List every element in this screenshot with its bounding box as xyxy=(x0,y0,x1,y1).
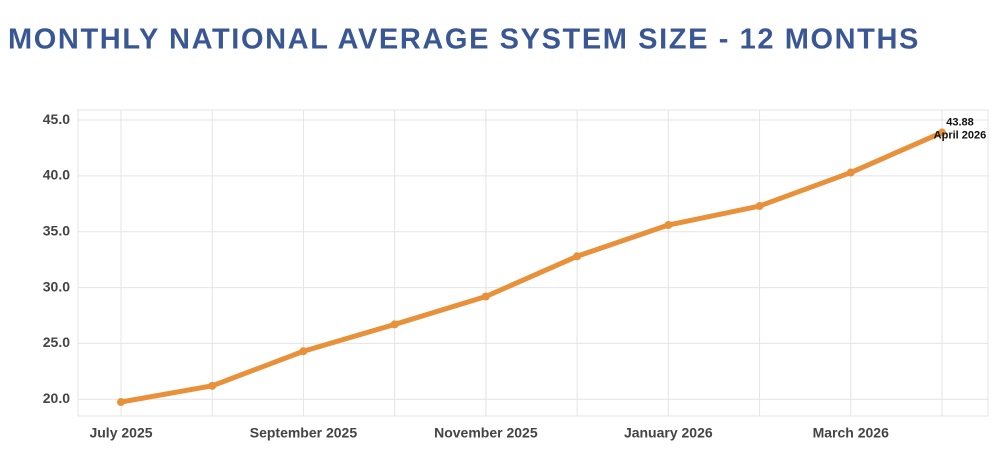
y-tick-label: 30.0 xyxy=(43,278,70,294)
point xyxy=(755,202,764,211)
plot-area xyxy=(77,109,989,417)
y-tick-label: 40.0 xyxy=(43,167,70,183)
annotation: April 2026 xyxy=(934,129,987,141)
point xyxy=(664,221,673,230)
x-tick-label: January 2026 xyxy=(624,425,713,441)
point xyxy=(573,252,582,261)
line xyxy=(118,130,945,405)
point xyxy=(937,128,946,137)
x-tick-label: July 2025 xyxy=(89,425,152,441)
point xyxy=(390,320,399,329)
y-tick-label: 35.0 xyxy=(43,222,70,238)
data-label: 43.88 xyxy=(946,116,974,128)
point xyxy=(846,168,855,177)
point xyxy=(481,292,490,301)
point xyxy=(117,398,125,407)
y-tick-label: 25.0 xyxy=(43,334,70,350)
chart-title: MONTHLY NATIONAL AVERAGE SYSTEM SIZE - 1… xyxy=(8,24,920,56)
x-tick-label: March 2026 xyxy=(813,425,889,441)
x-tick-label: September 2025 xyxy=(250,425,358,441)
x-tick-label: November 2025 xyxy=(434,425,538,441)
y-tick-label: 20.0 xyxy=(43,390,70,406)
point xyxy=(299,347,308,356)
point xyxy=(208,381,217,390)
y-tick-label: 45.0 xyxy=(43,111,70,127)
